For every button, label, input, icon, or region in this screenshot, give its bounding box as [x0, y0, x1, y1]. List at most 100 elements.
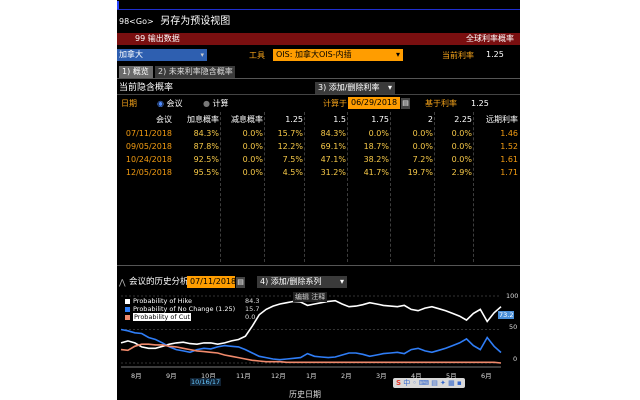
meeting-date-cell[interactable]: 12/05/2018	[125, 168, 172, 177]
legend-cut: Probability of Cut	[125, 313, 191, 321]
table-cell: 0.0%	[412, 142, 433, 151]
meeting-date-cell[interactable]: 10/24/2018	[125, 155, 172, 164]
go-command[interactable]: 98<Go>	[119, 17, 154, 26]
global-rates-button[interactable]: 全球利率概率	[466, 34, 514, 43]
logo-s-icon: S	[396, 379, 402, 387]
page-title: 另存为预设视图	[160, 16, 231, 27]
header-bar: 99 输出数据 全球利率概率	[117, 33, 520, 45]
table-cell: 7.2%	[412, 155, 433, 164]
table-cell: 0.0%	[412, 129, 433, 138]
table-cell: 0.0%	[242, 142, 263, 151]
col-divider	[473, 112, 474, 262]
collapse-icon[interactable]: ⋀	[119, 278, 126, 287]
radio-calc-label: 计算	[212, 99, 229, 108]
current-rate-value: 1.25	[486, 50, 504, 59]
table-cell: 0.0%	[451, 155, 472, 164]
series-line-1	[120, 328, 502, 361]
legend-hike: Probability of Hike	[125, 297, 192, 305]
radio-meeting[interactable]: ◉ 会议	[157, 97, 183, 110]
calc-date-label: 计算于	[323, 99, 347, 108]
chart-svg	[120, 295, 502, 368]
col-divider	[304, 112, 305, 262]
table-cell: 1.71	[500, 168, 518, 177]
col-225: 2.25	[454, 115, 472, 124]
export-data-button[interactable]: 99 输出数据	[135, 34, 180, 43]
history-header: ⋀ 会议的历史分析 07/11/2018 ▤ 4) 添加/删除系列 ▾	[117, 276, 520, 289]
tab-future-implied[interactable]: 2) 未来利率隐含概率	[155, 66, 235, 78]
tool-label: 工具	[249, 51, 265, 60]
legend-swatch-salmon	[125, 314, 130, 320]
table-row[interactable]: 10/24/2018 92.5% 0.0% 7.5% 47.1% 38.2% 7.2% 0.0…	[117, 153, 520, 166]
table-cell: 38.2%	[363, 155, 389, 164]
legend-nochange-value: 15.7	[245, 305, 260, 313]
col-15: 1.5	[333, 115, 346, 124]
table-cell: 87.8%	[193, 142, 219, 151]
table-cell: 47.1%	[320, 155, 346, 164]
table-cell: 7.5%	[282, 155, 303, 164]
legend-swatch-white	[125, 298, 130, 304]
table-cell: 0.0%	[242, 129, 263, 138]
table-cell: 2.9%	[451, 168, 472, 177]
base-rate-label: 基于利率	[425, 99, 457, 108]
col-cut: 减息概率	[231, 115, 263, 124]
meeting-date-cell[interactable]: 07/11/2018	[125, 129, 172, 138]
table-cell: 12.2%	[277, 142, 303, 151]
x-tick-label: 9月	[166, 372, 177, 380]
y-tick-50: 50	[509, 323, 518, 331]
col-divider	[347, 112, 348, 262]
table-cell: 0.0%	[368, 129, 389, 138]
tool-dropdown[interactable]: OIS: 加拿大OIS-内插 ▾	[273, 49, 403, 61]
meeting-date-cell[interactable]: 09/05/2018	[125, 142, 172, 151]
add-remove-rates-button[interactable]: 3) 添加/删除利率 ▾	[315, 82, 395, 94]
title-row: 98<Go> 另存为预设视图	[117, 15, 520, 29]
table-cell: 1.61	[500, 155, 518, 164]
country-dropdown[interactable]: 加拿大 ▾	[117, 49, 207, 61]
chevron-down-icon: ▾	[387, 83, 392, 92]
x-tick-label: 11月	[236, 372, 251, 380]
chevron-down-icon: ▾	[339, 277, 344, 286]
section-header: 当前隐含概率 3) 添加/删除利率 ▾	[117, 82, 520, 95]
add-remove-series-button[interactable]: 4) 添加/删除系列 ▾	[257, 276, 347, 288]
tab-overview[interactable]: 1) 概览	[119, 66, 153, 78]
x-tick-label: 5月	[446, 372, 457, 380]
col-divider	[264, 112, 265, 262]
chart-overlay-edit[interactable]: 编辑 注释	[293, 292, 328, 302]
x-tick-label: 1月	[306, 372, 317, 380]
history-date-input[interactable]: 07/11/2018	[187, 276, 236, 288]
table-row[interactable]: 09/05/2018 87.8% 0.0% 12.2% 69.1% 18.7% 0.0% 0.…	[117, 140, 520, 153]
table-cell: 0.0%	[451, 129, 472, 138]
options-row: 日期 ◉ 会议 ● 计算 计算于 06/29/2018 ▤ 基于利率 1.25	[117, 97, 520, 110]
x-extra-label: 10/16/17	[190, 378, 222, 386]
table-cell: 15.7%	[277, 129, 303, 138]
tool-value: OIS: 加拿大OIS-内插	[276, 50, 352, 59]
add-remove-rates-label: 3) 添加/删除利率	[318, 83, 380, 92]
radio-calc[interactable]: ● 计算	[203, 97, 229, 110]
radio-unselected-icon: ●	[203, 99, 210, 108]
section-divider	[117, 265, 520, 266]
calendar-icon[interactable]: ▤	[401, 98, 410, 109]
calendar-icon[interactable]: ▤	[236, 277, 245, 288]
command-bar[interactable]	[117, 0, 520, 10]
legend-hike-value: 84.3	[245, 297, 260, 305]
legend-nochange: Probability of No Change (1.25)	[125, 305, 235, 313]
table-row[interactable]: 12/05/2018 95.5% 0.0% 4.5% 31.2% 41.7% 19.7% 2.…	[117, 166, 520, 179]
x-tick-label: 4月	[411, 372, 422, 380]
calc-date-input[interactable]: 06/29/2018	[348, 97, 400, 109]
table-cell: 41.7%	[363, 168, 389, 177]
history-title: 会议的历史分析	[129, 277, 189, 287]
col-hike: 加息概率	[187, 115, 219, 124]
table-cell: 1.46	[500, 129, 518, 138]
current-rate-label: 当前利率	[442, 51, 474, 60]
col-divider	[434, 112, 435, 262]
x-tick-label: 10月	[201, 372, 216, 380]
x-axis-label: 历史日期	[289, 390, 321, 399]
table-cell: 0.0%	[242, 168, 263, 177]
table-row[interactable]: 07/11/2018 84.3% 0.0% 15.7% 84.3% 0.0% 0.0% 0.0…	[117, 127, 520, 140]
radio-meeting-label: 会议	[166, 99, 183, 108]
col-forward: 远期利率	[486, 115, 518, 124]
table-cell: 4.5%	[282, 168, 303, 177]
x-tick-label: 2月	[341, 372, 352, 380]
y-tick-0: 0	[513, 355, 518, 363]
x-tick-label: 8月	[131, 372, 142, 380]
table-cell: 84.3%	[320, 129, 346, 138]
